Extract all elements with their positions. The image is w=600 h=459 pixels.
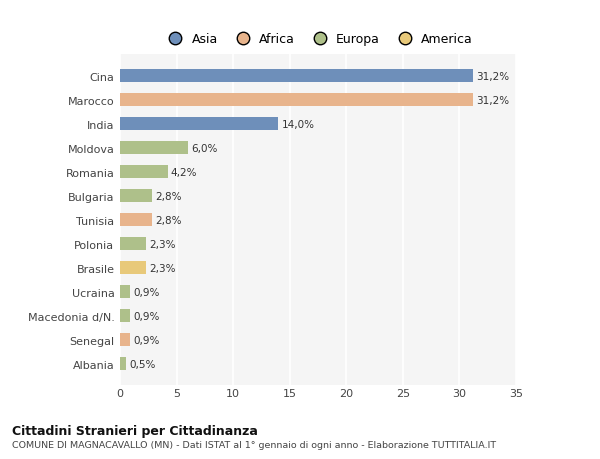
Bar: [120, 333, 130, 347]
Text: COMUNE DI MAGNACAVALLO (MN) - Dati ISTAT al 1° gennaio di ogni anno - Elaborazio: COMUNE DI MAGNACAVALLO (MN) - Dati ISTAT…: [12, 441, 496, 449]
Bar: [120, 262, 146, 275]
Bar: [120, 238, 146, 251]
Text: 31,2%: 31,2%: [476, 95, 509, 106]
Text: 2,3%: 2,3%: [149, 263, 176, 273]
Text: 0,9%: 0,9%: [134, 287, 160, 297]
Legend: Asia, Africa, Europa, America: Asia, Africa, Europa, America: [158, 28, 478, 51]
Text: 0,9%: 0,9%: [134, 311, 160, 321]
Text: 31,2%: 31,2%: [476, 72, 509, 82]
Text: 2,8%: 2,8%: [155, 191, 182, 202]
Text: 6,0%: 6,0%: [191, 144, 218, 153]
Bar: [120, 285, 130, 299]
Bar: [120, 118, 278, 131]
Text: 4,2%: 4,2%: [171, 168, 197, 178]
Text: Cittadini Stranieri per Cittadinanza: Cittadini Stranieri per Cittadinanza: [12, 424, 258, 437]
Bar: [120, 70, 473, 83]
Text: 0,9%: 0,9%: [134, 335, 160, 345]
Bar: [120, 309, 130, 323]
Bar: [120, 214, 152, 227]
Bar: [120, 166, 167, 179]
Text: 2,3%: 2,3%: [149, 239, 176, 249]
Bar: [120, 358, 125, 370]
Text: 0,5%: 0,5%: [129, 359, 155, 369]
Text: 14,0%: 14,0%: [282, 120, 315, 129]
Bar: [120, 190, 152, 203]
Text: 2,8%: 2,8%: [155, 215, 182, 225]
Bar: [120, 94, 473, 107]
Bar: [120, 142, 188, 155]
